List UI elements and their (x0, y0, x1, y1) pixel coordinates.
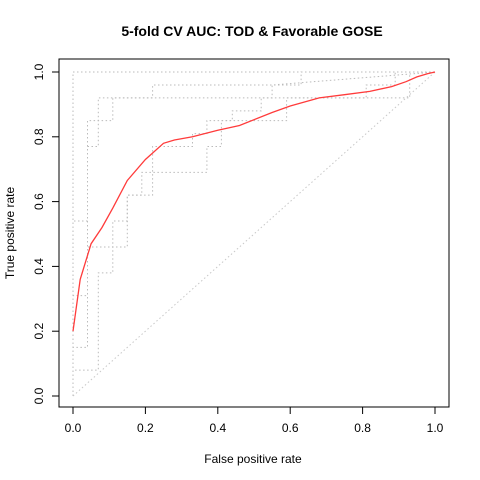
x-tick-label: 0.4 (209, 421, 226, 435)
x-tick-label: 0.0 (65, 421, 82, 435)
x-axis: 0.0 0.2 0.4 0.6 0.8 1.0 (65, 406, 444, 435)
chance-diagonal-line (72, 71, 436, 397)
fold-roc-line-5 (72, 71, 435, 396)
y-tick-label: 0.4 (32, 258, 46, 275)
y-tick-label: 0.2 (32, 323, 46, 340)
x-tick-label: 0.8 (354, 421, 371, 435)
y-tick-label: 0.0 (32, 387, 46, 404)
x-tick-label: 0.2 (137, 421, 154, 435)
x-tick-label: 1.0 (427, 421, 444, 435)
y-tick-label: 0.8 (32, 128, 46, 145)
chart-title: 5-fold CV AUC: TOD & Favorable GOSE (121, 23, 382, 39)
plot-frame (58, 58, 450, 408)
y-axis: 0.0 0.2 0.4 0.6 0.8 1.0 (32, 63, 60, 404)
y-tick-label: 1.0 (32, 63, 46, 80)
fold-roc-line-1 (72, 71, 435, 396)
mean-roc-line (72, 71, 436, 332)
y-tick-label: 0.6 (32, 193, 46, 210)
x-tick-label: 0.6 (282, 421, 299, 435)
fold-roc-line-3 (72, 71, 436, 396)
y-axis-label: True positive rate (3, 187, 17, 280)
fold-roc-line-4 (72, 71, 435, 396)
x-axis-label: False positive rate (204, 452, 302, 466)
series-layer (72, 71, 436, 397)
